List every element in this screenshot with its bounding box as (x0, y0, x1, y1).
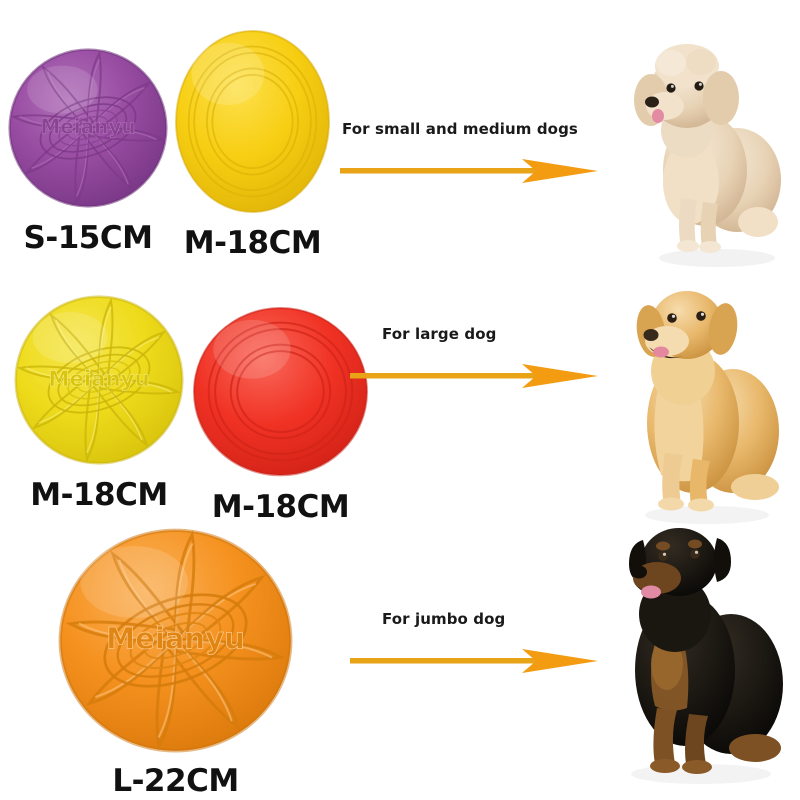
frisbee-disc-purple[interactable]: Meianyu (8, 48, 168, 208)
dog-photo-poodle (625, 30, 795, 275)
golden-retriever-illustration (636, 291, 779, 524)
brand-emboss-yellow: Meianyu (48, 367, 149, 392)
size-label-purple: S-15CM (23, 220, 153, 256)
size-label-orange: L-22CM (112, 763, 239, 799)
arrow-caption-jumbo: For jumbo dog (382, 610, 506, 628)
dog-photo-golden-retriever (615, 263, 795, 533)
disc-group-orange: Meianyu L-22CM (58, 528, 293, 799)
arrow-right-icon (340, 159, 598, 183)
arrow-block-large: For large dog (350, 325, 630, 395)
arrow-right-icon (350, 649, 598, 673)
yellow-swirl-frisbee-graphic: Meianyu (14, 295, 184, 465)
size-label-red: M-18CM (211, 489, 350, 525)
yellow-plain-frisbee-graphic (175, 30, 330, 213)
red-frisbee-graphic (193, 307, 368, 477)
dog-photo-rottweiler (605, 502, 795, 792)
disc-group-yellow-swirl: Meianyu M-18CM (14, 295, 184, 513)
arrow-caption-large: For large dog (382, 325, 497, 343)
product-row-jumbo: Meianyu L-22CM For jumbo dog (0, 510, 800, 800)
purple-frisbee-graphic: Meianyu (8, 48, 168, 208)
arrow-block-jumbo: For jumbo dog (350, 610, 630, 680)
size-label-yellow-swirl: M-18CM (30, 477, 168, 513)
product-row-large: Meianyu M-18CM (0, 285, 800, 530)
frisbee-disc-orange[interactable]: Meianyu (58, 528, 293, 753)
arrow-right-icon (350, 364, 598, 388)
frisbee-disc-red[interactable] (193, 307, 368, 477)
frisbee-disc-yellow-plain[interactable] (175, 30, 330, 213)
size-label-yellow-plain: M-18CM (183, 225, 322, 261)
brand-emboss-purple: Meianyu (40, 115, 135, 139)
rottweiler-illustration (629, 528, 783, 784)
orange-frisbee-graphic: Meianyu (58, 528, 293, 753)
product-row-small-medium: Meianyu S-15CM (0, 20, 800, 285)
brand-emboss-orange: Meianyu (106, 621, 245, 655)
disc-group-purple: Meianyu S-15CM (8, 48, 168, 256)
frisbee-disc-yellow-swirl[interactable]: Meianyu (14, 295, 184, 465)
disc-group-yellow-plain: M-18CM (175, 30, 330, 261)
arrow-caption-small-medium: For small and medium dogs (342, 120, 578, 138)
poodle-illustration (634, 44, 781, 267)
disc-group-red: M-18CM (193, 307, 368, 525)
arrow-block-small-medium: For small and medium dogs (340, 120, 600, 190)
